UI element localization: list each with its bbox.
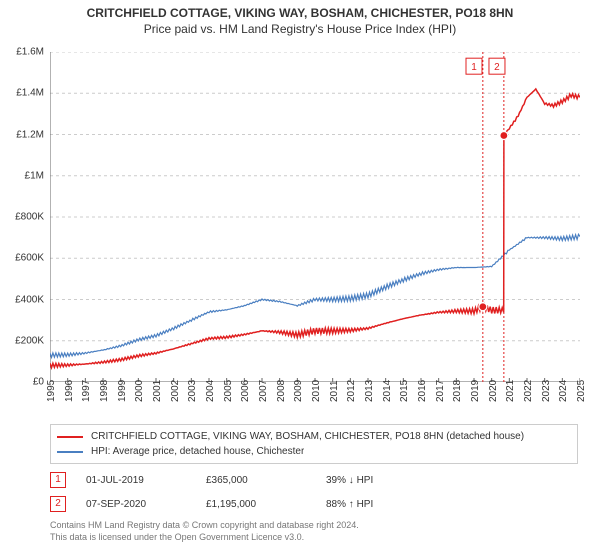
svg-text:2: 2 xyxy=(494,62,500,73)
footer-line-2: This data is licensed under the Open Gov… xyxy=(50,532,578,544)
x-tick-label: 2003 xyxy=(187,380,198,402)
x-tick-label: 2014 xyxy=(382,380,393,402)
y-tick-label: £1.4M xyxy=(16,88,44,99)
transaction-row: 2 07-SEP-2020£1,195,00088% ↑ HPI xyxy=(50,492,578,516)
chart-legend: CRITCHFIELD COTTAGE, VIKING WAY, BOSHAM,… xyxy=(50,424,578,464)
x-tick-label: 2001 xyxy=(152,380,163,402)
transaction-row: 1 01-JUL-2019£365,00039% ↓ HPI xyxy=(50,468,578,492)
x-tick-label: 1997 xyxy=(81,380,92,402)
x-tick-label: 1999 xyxy=(117,380,128,402)
legend-swatch xyxy=(57,436,83,438)
svg-text:1: 1 xyxy=(471,62,477,73)
x-tick-label: 2002 xyxy=(170,380,181,402)
x-tick-label: 2009 xyxy=(293,380,304,402)
legend-row: CRITCHFIELD COTTAGE, VIKING WAY, BOSHAM,… xyxy=(57,429,571,444)
x-tick-label: 1998 xyxy=(99,380,110,402)
chart-title: CRITCHFIELD COTTAGE, VIKING WAY, BOSHAM,… xyxy=(0,0,600,22)
y-tick-label: £400K xyxy=(15,294,44,305)
x-tick-label: 2004 xyxy=(205,380,216,402)
x-tick-label: 2012 xyxy=(346,380,357,402)
x-tick-label: 2023 xyxy=(541,380,552,402)
x-tick-label: 2008 xyxy=(276,380,287,402)
x-tick-label: 2010 xyxy=(311,380,322,402)
x-tick-label: 2015 xyxy=(399,380,410,402)
x-tick-label: 2024 xyxy=(558,380,569,402)
transaction-price: £365,000 xyxy=(206,475,326,486)
x-tick-label: 2018 xyxy=(452,380,463,402)
price-marker xyxy=(479,303,487,311)
y-tick-label: £1.2M xyxy=(16,129,44,140)
legend-row: HPI: Average price, detached house, Chic… xyxy=(57,444,571,459)
x-tick-label: 2005 xyxy=(223,380,234,402)
x-tick-label: 2025 xyxy=(576,380,587,402)
x-tick-label: 2019 xyxy=(470,380,481,402)
x-tick-label: 2000 xyxy=(134,380,145,402)
footer-attribution: Contains HM Land Registry data © Crown c… xyxy=(50,520,578,543)
transaction-date: 01-JUL-2019 xyxy=(86,475,206,486)
transaction-delta: 39% ↓ HPI xyxy=(326,475,446,486)
x-tick-label: 2007 xyxy=(258,380,269,402)
x-tick-label: 2021 xyxy=(505,380,516,402)
x-tick-label: 2006 xyxy=(240,380,251,402)
series-property xyxy=(50,89,580,368)
y-tick-label: £1M xyxy=(25,170,44,181)
y-tick-label: £0 xyxy=(33,377,44,388)
chart-subtitle: Price paid vs. HM Land Registry's House … xyxy=(0,22,600,38)
y-axis-labels: £0£200K£400K£600K£800K£1M£1.2M£1.4M£1.6M xyxy=(0,52,48,382)
series-hpi xyxy=(50,234,580,357)
chart-plot-area: 12 xyxy=(50,52,580,382)
x-tick-label: 1996 xyxy=(64,380,75,402)
transaction-date: 07-SEP-2020 xyxy=(86,499,206,510)
x-tick-label: 2022 xyxy=(523,380,534,402)
transaction-number-box: 2 xyxy=(50,496,66,512)
chart-svg: 12 xyxy=(50,52,580,382)
transactions-table: 1 01-JUL-2019£365,00039% ↓ HPI 2 07-SEP-202… xyxy=(50,468,578,516)
legend-label: CRITCHFIELD COTTAGE, VIKING WAY, BOSHAM,… xyxy=(91,431,524,442)
y-tick-label: £200K xyxy=(15,335,44,346)
y-tick-label: £1.6M xyxy=(16,47,44,58)
x-tick-label: 2020 xyxy=(488,380,499,402)
transaction-number-box: 1 xyxy=(50,472,66,488)
y-tick-label: £800K xyxy=(15,212,44,223)
transaction-price: £1,195,000 xyxy=(206,499,326,510)
transaction-delta: 88% ↑ HPI xyxy=(326,499,446,510)
legend-label: HPI: Average price, detached house, Chic… xyxy=(91,446,304,457)
x-tick-label: 2016 xyxy=(417,380,428,402)
x-tick-label: 2017 xyxy=(435,380,446,402)
footer-line-1: Contains HM Land Registry data © Crown c… xyxy=(50,520,578,532)
price-marker xyxy=(500,132,508,140)
legend-swatch xyxy=(57,451,83,453)
x-axis-labels: 1995199619971998199920002001200220032004… xyxy=(50,384,580,420)
x-tick-label: 2013 xyxy=(364,380,375,402)
y-tick-label: £600K xyxy=(15,253,44,264)
x-tick-label: 1995 xyxy=(46,380,57,402)
x-tick-label: 2011 xyxy=(329,380,340,402)
